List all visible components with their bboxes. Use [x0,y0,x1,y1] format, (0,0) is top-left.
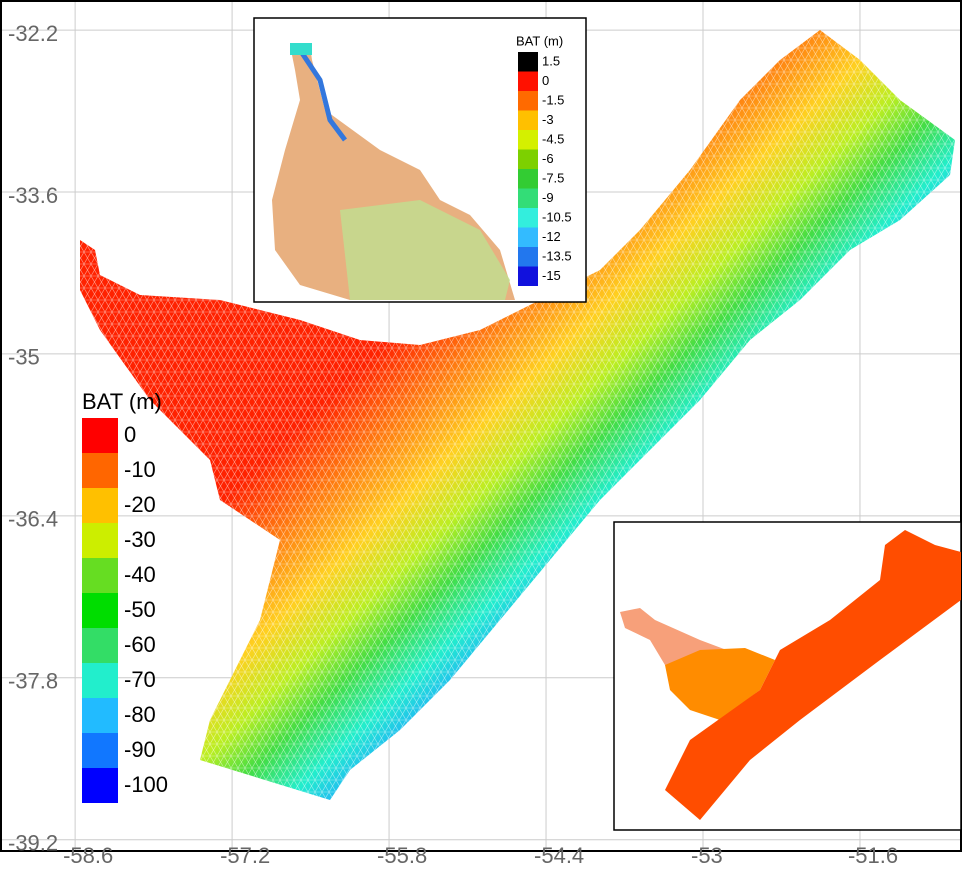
legend-title: BAT (m) [82,389,162,414]
inset-legend-label: -1.5 [542,92,564,107]
inset-mesh-deep [340,200,510,300]
mesh-domain [80,30,955,800]
inset-top: BAT (m) 1.5 0 -1.5 -3 -4.5 -6 -7.5 -9 -10.5 -12 -1… [253,17,587,303]
inset-legend-swatch [518,52,538,72]
inset-legend-label: 0 [542,73,549,88]
legend-swatch [82,733,118,768]
legend-swatch [82,663,118,698]
y-tick-label: -32.2 [8,21,58,46]
y-tick-label: -36.4 [8,507,58,532]
inset-legend-label: -9 [542,190,554,205]
inset-legend-swatch [518,71,538,91]
inset-bottom [613,521,962,831]
inset-legend-swatch [518,227,538,247]
inset-legend-swatch [518,169,538,189]
legend-label: -90 [124,737,156,762]
inset-legend-label: -7.5 [542,170,564,185]
legend-label: -100 [124,772,168,797]
y-tick-label: -37.8 [8,669,58,694]
legend-label: -60 [124,632,156,657]
legend-swatch [82,523,118,558]
legend-label: -70 [124,667,156,692]
legend-label: -10 [124,457,156,482]
inset-zone-2 [665,648,775,720]
legend-label: -80 [124,702,156,727]
y-tick-label: -39.2 [8,831,58,856]
inset-legend-swatch [518,208,538,228]
y-tick-label: -33.6 [8,183,58,208]
inset-legend-title: BAT (m) [516,33,563,48]
legend-swatch [82,698,118,733]
legend-swatch [82,418,118,453]
inset-legend-swatch [518,247,538,267]
inset-legend-swatch [518,149,538,169]
inset-legend-label: -6 [542,151,554,166]
legend-swatch [82,453,118,488]
legend: BAT (m) 0 -10 -20 -30 -40 -50 -60 -70 -80 -90 -100 [82,389,168,803]
x-tick-label: -54.4 [534,843,584,864]
legend-swatch [82,628,118,663]
inset-legend-swatch [518,266,538,286]
inset-legend-swatch [518,130,538,150]
inset-legend-label: -3 [542,112,554,127]
inset-legend-label: -15 [542,268,561,283]
inset-legend: BAT (m) 1.5 0 -1.5 -3 -4.5 -6 -7.5 -9 -10.5 -12 -1… [516,33,572,286]
inset-zone-3 [665,530,961,820]
legend-label: 0 [124,422,136,447]
inset-river [290,43,312,55]
legend-swatch [82,768,118,803]
legend-label: -40 [124,562,156,587]
y-tick-label: -35 [8,345,40,370]
x-tick-label: -53 [691,843,723,864]
legend-label: -30 [124,527,156,552]
inset-legend-swatch [518,91,538,111]
inset-legend-swatch [518,188,538,208]
inset-legend-label: -13.5 [542,248,572,263]
legend-swatch [82,558,118,593]
inset-legend-label: 1.5 [542,53,560,68]
legend-label: -20 [124,492,156,517]
inset-channel [297,48,347,142]
inset-legend-label: -12 [542,229,561,244]
inset-legend-label: -10.5 [542,209,572,224]
x-tick-label: -58.6 [63,843,113,864]
x-tick-label: -51.6 [848,843,898,864]
inset-legend-swatch [518,110,538,130]
legend-swatch [82,488,118,523]
x-tick-label: -57.2 [220,843,270,864]
legend-label: -50 [124,597,156,622]
inset-legend-label: -4.5 [542,131,564,146]
x-tick-label: -55.8 [377,843,427,864]
legend-swatch [82,593,118,628]
